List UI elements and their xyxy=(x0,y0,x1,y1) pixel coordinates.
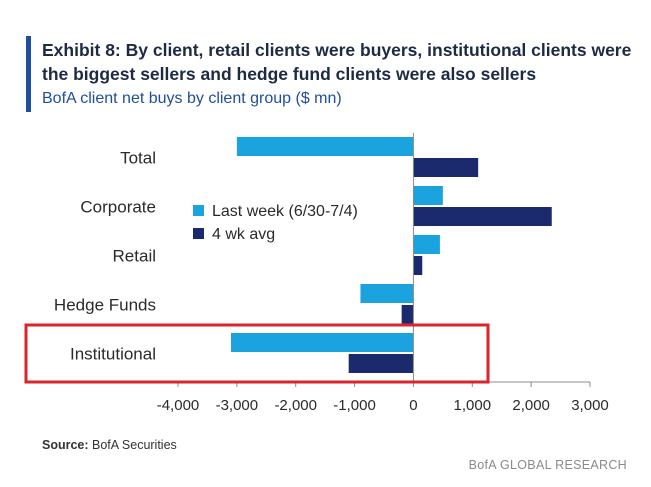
highlight-box-institutional xyxy=(24,323,490,384)
footer-brand: BofA GLOBAL RESEARCH xyxy=(468,458,627,472)
legend-label-four-wk-avg: 4 wk avg xyxy=(212,226,275,243)
x-tick-label-3: -1,000 xyxy=(333,397,376,414)
x-tick-label-0: -4,000 xyxy=(157,397,200,414)
x-tick-label-4: 0 xyxy=(409,397,417,414)
x-tick-label-6: 2,000 xyxy=(512,397,550,414)
legend-swatch-four-wk-avg xyxy=(193,228,204,239)
bar-institutional-last-week xyxy=(230,333,414,352)
chart-title: Exhibit 8: By client, retail clients wer… xyxy=(42,40,632,84)
category-label-corporate: Corporate xyxy=(80,198,156,217)
x-tick-label-1: -3,000 xyxy=(216,397,259,414)
source-label: Source: xyxy=(42,438,89,452)
x-tick-label-5: 1,000 xyxy=(454,397,492,414)
x-tick-label-2: -2,000 xyxy=(274,397,317,414)
source-text: BofA Securities xyxy=(88,438,177,452)
bar-retail-four-wk-avg xyxy=(413,256,423,275)
source-note: Source: BofA Securities xyxy=(42,438,177,452)
bar-corporate-four-wk-avg xyxy=(413,207,552,226)
title-accent-bar xyxy=(26,36,31,112)
category-label-total: Total xyxy=(120,149,156,168)
chart-subtitle: BofA client net buys by client group ($ … xyxy=(42,90,342,107)
category-label-hedge-funds: Hedge Funds xyxy=(54,296,156,315)
bar-corporate-last-week xyxy=(413,186,443,205)
bar-institutional-four-wk-avg xyxy=(348,354,414,373)
category-label-retail: Retail xyxy=(113,247,156,266)
bar-retail-last-week xyxy=(413,235,440,254)
category-label-institutional: Institutional xyxy=(70,345,156,364)
legend-swatch-last-week xyxy=(193,205,204,216)
bar-hedge-funds-last-week xyxy=(360,284,414,303)
bar-total-four-wk-avg xyxy=(413,158,479,177)
bar-hedge-funds-four-wk-avg xyxy=(401,305,414,324)
bar-total-last-week xyxy=(236,137,414,156)
legend-label-last-week: Last week (6/30-7/4) xyxy=(212,203,358,220)
x-tick-label-7: 3,000 xyxy=(571,397,609,414)
